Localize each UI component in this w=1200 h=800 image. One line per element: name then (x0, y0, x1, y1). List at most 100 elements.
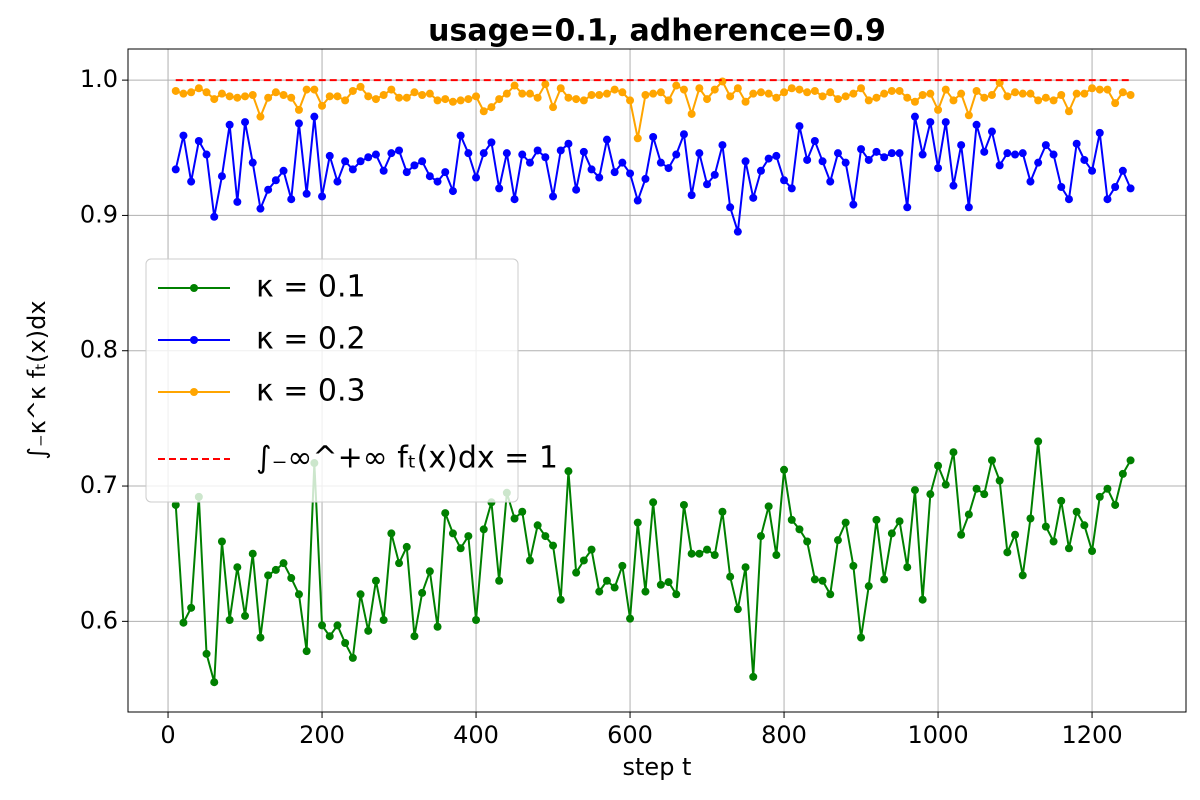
data-point (687, 109, 696, 118)
data-point (179, 131, 188, 140)
data-point (941, 118, 950, 127)
data-point (287, 195, 296, 204)
data-point (857, 84, 866, 93)
data-point (217, 537, 226, 546)
data-point (402, 542, 411, 551)
data-point (233, 563, 242, 572)
data-point (903, 563, 912, 572)
data-point (1018, 89, 1027, 98)
data-point (264, 93, 273, 102)
data-point (1026, 514, 1035, 523)
data-point (787, 84, 796, 93)
data-point (448, 529, 457, 538)
data-point (1095, 492, 1104, 501)
data-point (502, 149, 511, 158)
data-point (364, 92, 373, 101)
data-point (171, 165, 180, 174)
data-point (934, 461, 943, 470)
data-point (972, 120, 981, 129)
data-point (679, 130, 688, 139)
data-point (564, 93, 573, 102)
data-point (1111, 99, 1120, 108)
data-point (302, 85, 311, 94)
data-point (418, 588, 427, 597)
data-point (980, 490, 989, 499)
data-point (833, 536, 842, 545)
data-point (880, 153, 889, 162)
data-point (202, 150, 211, 159)
data-point (741, 157, 750, 166)
data-point (264, 185, 273, 194)
data-point (241, 92, 250, 101)
y-tick-label: 0.7 (80, 471, 118, 499)
data-point (495, 184, 504, 193)
data-point (179, 89, 188, 98)
data-point (864, 582, 873, 591)
data-point (310, 112, 319, 121)
data-point (1041, 93, 1050, 102)
data-point (626, 96, 635, 105)
data-point (402, 93, 411, 102)
data-point (510, 81, 519, 90)
data-point (233, 197, 242, 206)
data-point (656, 158, 665, 167)
data-point (1034, 158, 1043, 167)
data-point (980, 93, 989, 102)
legend-box (145, 258, 519, 503)
data-point (217, 172, 226, 181)
data-point (202, 88, 211, 97)
y-tick-label: 0.6 (80, 606, 118, 634)
data-point (895, 149, 904, 158)
data-point (318, 621, 327, 630)
data-point (972, 86, 981, 95)
data-point (649, 132, 658, 141)
data-point (356, 157, 365, 166)
data-point (294, 119, 303, 128)
data-point (833, 149, 842, 158)
data-point (703, 180, 712, 189)
data-point (518, 89, 527, 98)
data-point (756, 166, 765, 175)
data-point (1064, 195, 1073, 204)
data-point (510, 195, 519, 204)
data-point (934, 164, 943, 173)
data-point (456, 131, 465, 140)
data-point (1026, 89, 1035, 98)
data-point (926, 89, 935, 98)
data-point (264, 571, 273, 580)
data-point (1126, 456, 1135, 465)
data-point (810, 86, 819, 95)
data-point (1057, 91, 1066, 100)
data-point (987, 456, 996, 465)
data-point (441, 168, 450, 177)
data-point (741, 563, 750, 572)
data-point (371, 576, 380, 585)
data-point (910, 97, 919, 106)
data-point (941, 480, 950, 489)
data-point (341, 96, 350, 105)
data-point (749, 672, 758, 681)
data-point (903, 93, 912, 102)
data-point (287, 93, 296, 102)
data-point (718, 77, 727, 86)
data-point (602, 576, 611, 585)
data-point (502, 89, 511, 98)
data-point (887, 86, 896, 95)
data-point (187, 177, 196, 186)
data-point (1095, 128, 1104, 137)
data-point (749, 89, 758, 98)
data-point (572, 568, 581, 577)
data-point (772, 151, 781, 160)
data-point (171, 500, 180, 509)
data-point (387, 85, 396, 94)
data-point (294, 590, 303, 599)
data-point (787, 184, 796, 193)
data-point (287, 574, 296, 583)
data-point (703, 95, 712, 104)
data-point (1111, 500, 1120, 509)
data-point (687, 549, 696, 558)
data-point (541, 532, 550, 541)
data-point (441, 509, 450, 518)
data-point (887, 529, 896, 538)
